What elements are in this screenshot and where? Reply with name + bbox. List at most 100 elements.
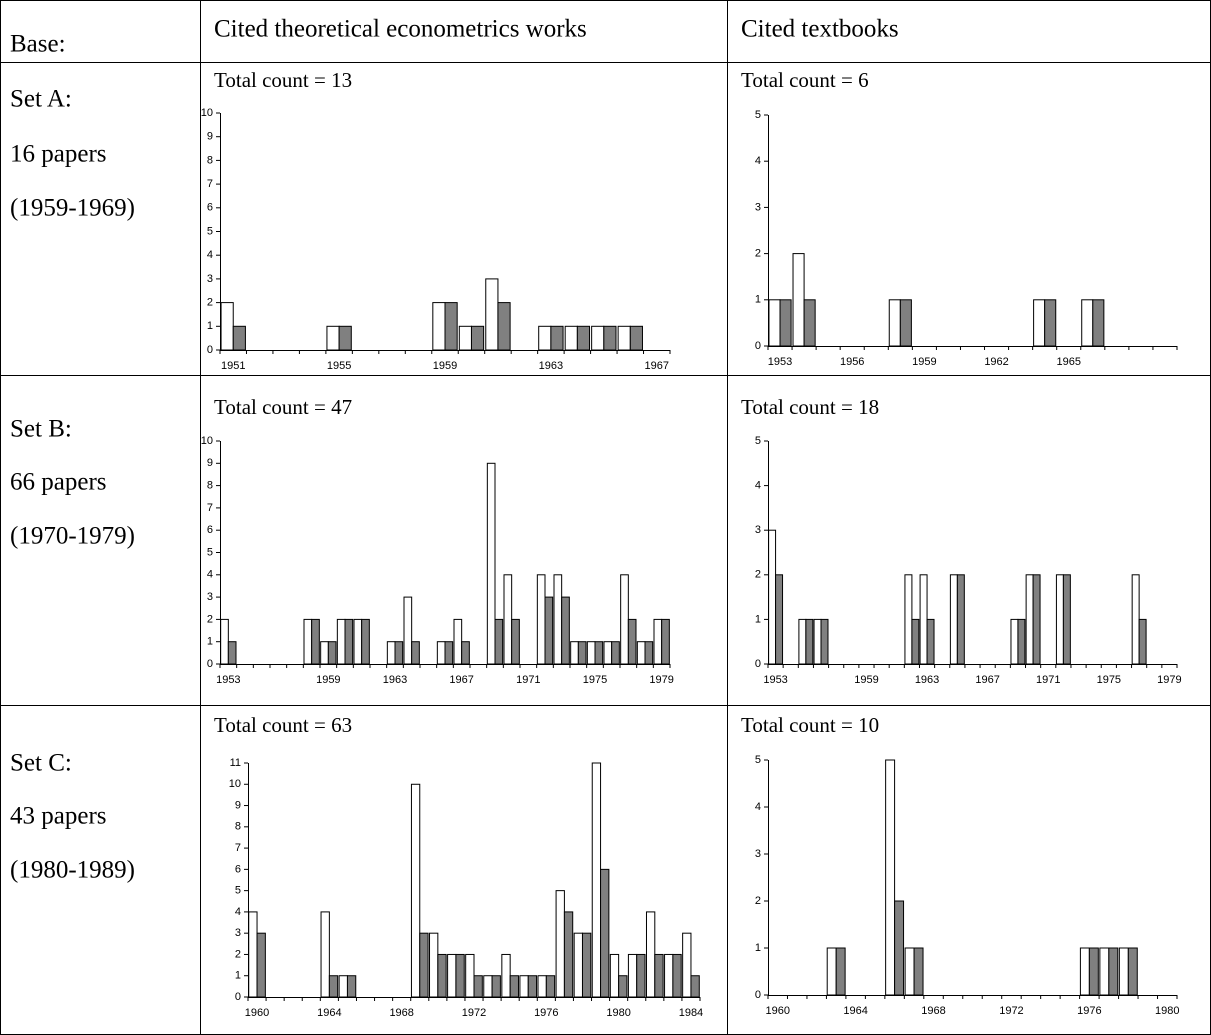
x-tick-label: 1967 <box>449 674 473 686</box>
y-tick-label: 2 <box>235 948 241 960</box>
bar <box>432 302 446 351</box>
y-tick-label: 4 <box>235 906 241 918</box>
bar <box>899 299 912 347</box>
x-tick-label: 1963 <box>915 674 939 686</box>
row-label: 66 papers <box>10 469 107 496</box>
bar <box>820 618 829 665</box>
y-tick-label: 4 <box>755 480 761 492</box>
bar <box>1138 618 1147 665</box>
chart-title: Total count = 10 <box>741 713 879 737</box>
y-tick-label: 4 <box>207 569 213 581</box>
x-tick-label: 1968 <box>921 1005 945 1017</box>
bar <box>220 302 234 351</box>
bar <box>455 953 465 998</box>
row-label: (1959-1969) <box>10 195 135 222</box>
y-tick-label: 2 <box>755 895 761 907</box>
x-tick-label: 1975 <box>583 674 607 686</box>
y-tick-label: 6 <box>235 863 241 875</box>
bar <box>336 618 346 665</box>
bar <box>429 932 439 998</box>
y-tick-label: 6 <box>207 202 213 214</box>
bar <box>386 641 396 665</box>
chart-title: Total count = 18 <box>741 395 879 419</box>
x-tick-label: 1968 <box>389 1007 413 1019</box>
x-tick-label: 1971 <box>1036 674 1060 686</box>
header-cell: Cited textbooks <box>741 16 899 43</box>
bar <box>1044 299 1057 347</box>
y-tick-label: 8 <box>207 480 213 492</box>
bar <box>600 868 610 998</box>
bar <box>458 325 472 351</box>
bar <box>344 618 354 665</box>
bar <box>564 325 578 351</box>
x-tick-label: 1979 <box>1157 674 1181 686</box>
bar <box>768 529 777 665</box>
row-label: 16 papers <box>10 141 107 168</box>
bar <box>470 325 485 351</box>
bar <box>591 325 605 351</box>
y-tick-label: 4 <box>207 249 213 261</box>
bar <box>768 299 781 347</box>
bar <box>509 975 519 998</box>
y-tick-label: 10 <box>201 435 213 447</box>
bar <box>803 299 816 347</box>
x-tick-label: 1962 <box>984 356 1008 368</box>
bar <box>1092 299 1105 347</box>
bar <box>394 641 404 665</box>
y-tick-label: 0 <box>207 344 213 356</box>
bar <box>527 975 538 998</box>
bar <box>644 641 654 665</box>
bar <box>326 325 340 351</box>
x-tick-label: 1965 <box>1056 356 1080 368</box>
row-label: Set B: <box>10 416 72 443</box>
bar <box>419 932 429 998</box>
y-tick-label: 9 <box>207 131 213 143</box>
x-tick-label: 1972 <box>999 1005 1023 1017</box>
bar <box>320 641 329 665</box>
bar <box>664 953 674 998</box>
bar <box>444 302 458 351</box>
bar <box>1108 947 1119 996</box>
bar <box>798 618 807 665</box>
bar <box>956 574 965 665</box>
y-tick-label: 5 <box>755 435 761 447</box>
bar <box>682 932 692 998</box>
y-tick-label: 4 <box>755 801 761 813</box>
y-tick-label: 1 <box>235 970 241 982</box>
x-tick-label: 1953 <box>216 674 240 686</box>
bar <box>792 253 805 347</box>
y-tick-label: 0 <box>235 991 241 1003</box>
bar <box>1131 574 1140 665</box>
y-tick-label: 5 <box>207 225 213 237</box>
bar <box>1062 574 1071 665</box>
x-tick-label: 1953 <box>763 674 787 686</box>
bar <box>538 325 552 351</box>
bar <box>609 953 620 998</box>
bar <box>553 574 563 665</box>
x-tick-label: 1960 <box>245 1007 269 1019</box>
y-tick-label: 3 <box>755 201 761 213</box>
bar <box>654 953 664 998</box>
chart-title: Total count = 63 <box>214 713 352 737</box>
bar <box>411 641 420 665</box>
bar <box>303 618 313 665</box>
bar <box>826 947 837 996</box>
y-tick-label: 5 <box>235 885 241 897</box>
x-tick-label: 1956 <box>840 356 864 368</box>
bar <box>491 975 501 998</box>
bar <box>813 618 822 665</box>
header-cell: Cited theoretical econometrics works <box>214 16 587 43</box>
bar <box>461 641 470 665</box>
bar <box>545 975 556 998</box>
bar <box>661 618 670 665</box>
bar <box>320 911 330 998</box>
bar <box>403 596 413 665</box>
bar <box>581 932 592 998</box>
chart-title: Total count = 6 <box>741 68 869 92</box>
bar <box>919 574 928 665</box>
bar <box>636 953 646 998</box>
bar <box>227 641 237 665</box>
x-tick-label: 1980 <box>606 1007 630 1019</box>
bar <box>653 618 663 665</box>
y-tick-label: 1 <box>755 613 761 625</box>
